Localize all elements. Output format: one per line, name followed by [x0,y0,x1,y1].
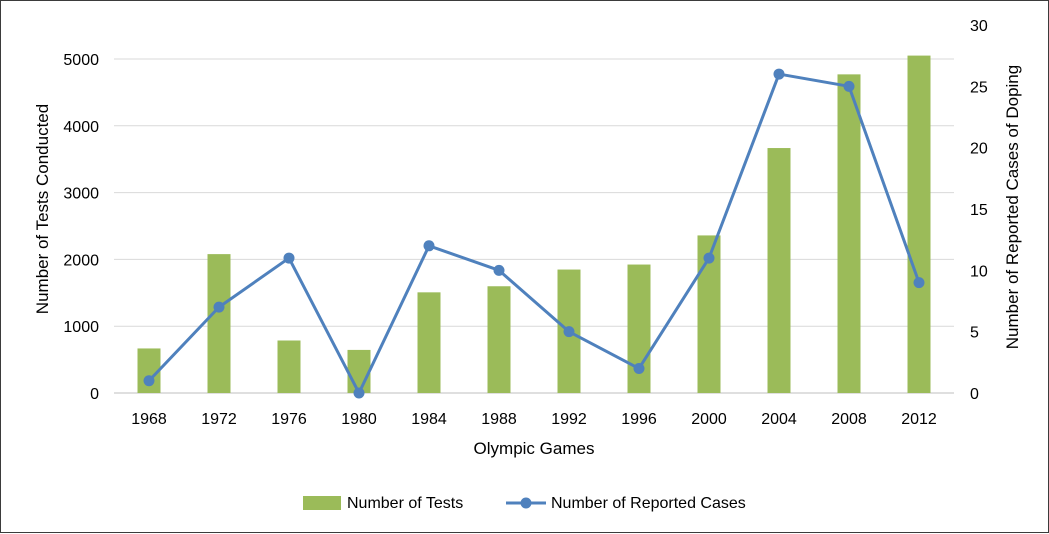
x-tick-1984: 1984 [411,411,447,428]
right-tick-25: 25 [970,79,988,96]
bar-1980 [347,349,371,393]
bar-1976 [277,340,301,393]
right-tick-5: 5 [970,325,979,342]
x-tick-1988: 1988 [481,411,517,428]
x-tick-1980: 1980 [341,411,377,428]
bar-1988 [487,286,511,393]
right-tick-30: 30 [970,18,988,35]
left-tick-4000: 4000 [63,119,99,136]
right-axis-ticks: 0 5 10 15 20 25 30 [970,18,988,403]
legend-line-label: Number of Reported Cases [551,495,746,512]
legend: Number of Tests Number of Reported Cases [303,495,746,512]
bar-2012 [907,55,931,393]
x-tick-1976: 1976 [271,411,307,428]
x-tick-2008: 2008 [831,411,867,428]
bar-2000 [697,235,721,393]
x-tick-2000: 2000 [691,411,727,428]
left-tick-5000: 5000 [63,52,99,69]
point-1992 [563,326,575,338]
right-tick-15: 15 [970,202,988,219]
right-tick-20: 20 [970,141,988,158]
x-tick-1992: 1992 [551,411,587,428]
legend-line-marker [520,497,532,509]
legend-bar-swatch [303,496,341,510]
left-tick-2000: 2000 [63,252,99,269]
right-tick-0: 0 [970,386,979,403]
line-group [143,68,925,399]
x-tick-2004: 2004 [761,411,797,428]
gridlines [114,58,954,394]
point-1996 [633,362,645,374]
x-axis-title: Olympic Games [474,439,595,458]
point-2012 [913,277,925,289]
bar-1972 [207,254,231,393]
bars-group [137,55,931,393]
cases-line [147,72,921,395]
bar-1968 [137,348,161,393]
point-1976 [283,252,295,264]
bar-2008 [837,74,861,393]
right-tick-10: 10 [970,263,988,280]
left-tick-0: 0 [90,386,99,403]
point-2000 [703,252,715,264]
bar-2004 [767,148,791,393]
point-2004 [773,68,785,80]
x-tick-1968: 1968 [131,411,167,428]
point-1988 [493,264,505,276]
point-2008 [843,80,855,92]
left-axis-title: Number of Tests Conducted [33,104,52,314]
x-tick-1996: 1996 [621,411,657,428]
right-axis-title: Number of Reported Cases of Doping [1003,65,1022,349]
point-1984 [423,240,435,252]
x-tick-2012: 2012 [901,411,937,428]
point-1972 [213,301,225,313]
left-tick-3000: 3000 [63,186,99,203]
left-tick-1000: 1000 [63,319,99,336]
legend-bar-label: Number of Tests [347,495,463,512]
x-tick-1972: 1972 [201,411,237,428]
point-1968 [143,375,155,387]
x-axis-ticks: 1968 1972 1976 1980 1984 1988 1992 1996 2000 2004… [131,411,937,428]
left-axis-ticks: 0 1000 2000 3000 4000 5000 [63,52,99,403]
point-1980 [353,387,365,399]
bar-1984 [417,292,441,393]
